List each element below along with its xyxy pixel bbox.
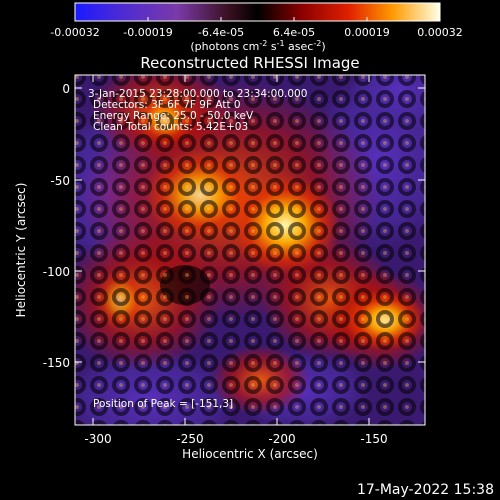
rhessi-image <box>75 75 425 425</box>
x-tick-label: -250 <box>176 432 203 446</box>
plot-title: Reconstructed RHESSI Image <box>140 54 359 72</box>
colorbar-tick-label: -0.00032 <box>50 26 99 39</box>
colorbar <box>74 2 441 22</box>
annotation-peak: Position of Peak = [-151,3] <box>93 398 233 410</box>
y-tick-label: -50 <box>50 174 70 188</box>
x-axis-tick-labels: -300 -250 -200 -150 <box>84 432 387 446</box>
colorbar-tick-label: 6.4e-05 <box>273 26 315 39</box>
x-axis-label: Heliocentric X (arcsec) <box>182 447 318 461</box>
y-tick-label: -100 <box>43 265 70 279</box>
y-tick-label: 0 <box>62 82 70 96</box>
y-axis-tick-labels: 0 -50 -100 -150 <box>43 82 70 370</box>
annotation-detectors: Detectors: 3F 6F 7F 9F Att 0 <box>93 99 241 111</box>
y-axis-label: Heliocentric Y (arcsec) <box>14 183 28 318</box>
colorbar-tick-label: -6.4e-05 <box>198 26 244 39</box>
footer-timestamp: 17-May-2022 15:38 <box>356 482 494 498</box>
colorbar-tick-label: 0.00032 <box>417 26 463 39</box>
x-axis-ticks <box>92 75 370 425</box>
y-tick-label: -150 <box>43 356 70 370</box>
x-tick-label: -150 <box>360 432 387 446</box>
colorbar-ticks <box>74 17 441 21</box>
annotations: 3-Jan-2015 23:28:00.000 to 23:34:00.000 … <box>88 88 307 410</box>
y-axis-ticks <box>75 87 425 363</box>
annotation-energy: Energy Range: 25.0 - 50.0 keV <box>93 110 254 122</box>
colorbar-tick-labels: -0.00032 -0.00019 -6.4e-05 6.4e-05 0.000… <box>50 26 462 39</box>
annotation-time-range: 3-Jan-2015 23:28:00.000 to 23:34:00.000 <box>88 88 307 100</box>
plot-frame <box>74 74 426 426</box>
x-tick-label: -300 <box>84 432 111 446</box>
colorbar-tick-label: 0.00019 <box>344 26 390 39</box>
colorbar-unit-label: (photons cm-2 s-1 asec-2) <box>190 39 325 53</box>
x-tick-label: -200 <box>268 432 295 446</box>
annotation-clean: Clean Total counts: 5.42E+03 <box>93 121 248 133</box>
colorbar-tick-label: -0.00019 <box>123 26 172 39</box>
